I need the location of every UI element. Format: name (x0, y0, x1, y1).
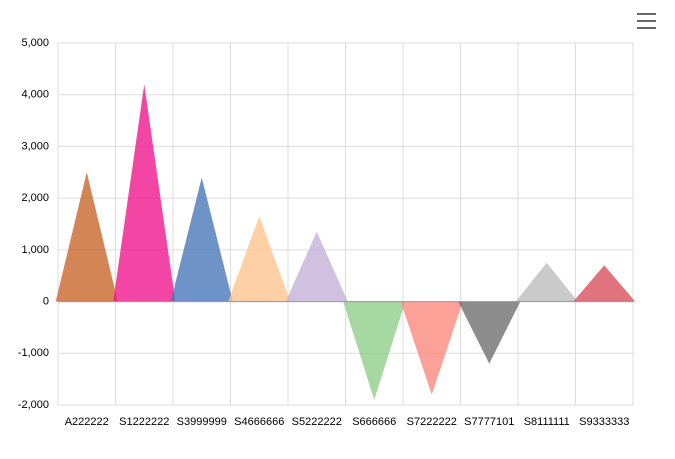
triangle-bar (458, 301, 521, 364)
y-tick-label: 3,000 (21, 140, 49, 152)
x-tick-label: S9333333 (579, 416, 629, 428)
y-tick-label: -1,000 (18, 347, 49, 359)
x-tick-label: S8111111 (524, 416, 570, 428)
x-tick-label: S7777101 (464, 416, 514, 428)
triangle-bar (515, 262, 578, 302)
y-tick-label: 0 (43, 295, 49, 307)
x-tick-label: S1222222 (119, 416, 169, 428)
triangle-bar (573, 265, 636, 302)
y-tick-label: 2,000 (21, 192, 49, 204)
triangle-bar (170, 177, 233, 302)
triangle-bar (228, 216, 291, 302)
triangle-bar (343, 301, 406, 400)
x-tick-label: A222222 (65, 416, 109, 428)
triangle-bar (400, 301, 463, 395)
x-tick-label: S666666 (352, 416, 396, 428)
y-tick-label: 1,000 (21, 244, 49, 256)
x-tick-label: S7222222 (407, 416, 457, 428)
triangle-bar (285, 231, 348, 302)
y-tick-label: 5,000 (21, 37, 49, 49)
menu-icon[interactable] (637, 13, 656, 29)
triangle-bar (113, 84, 176, 302)
triangle-bar (55, 172, 118, 302)
x-tick-label: S4666666 (234, 416, 284, 428)
x-tick-label: S5222222 (292, 416, 342, 428)
y-tick-label: -2,000 (18, 399, 49, 411)
y-tick-label: 4,000 (21, 89, 49, 101)
x-tick-label: S3999999 (177, 416, 227, 428)
